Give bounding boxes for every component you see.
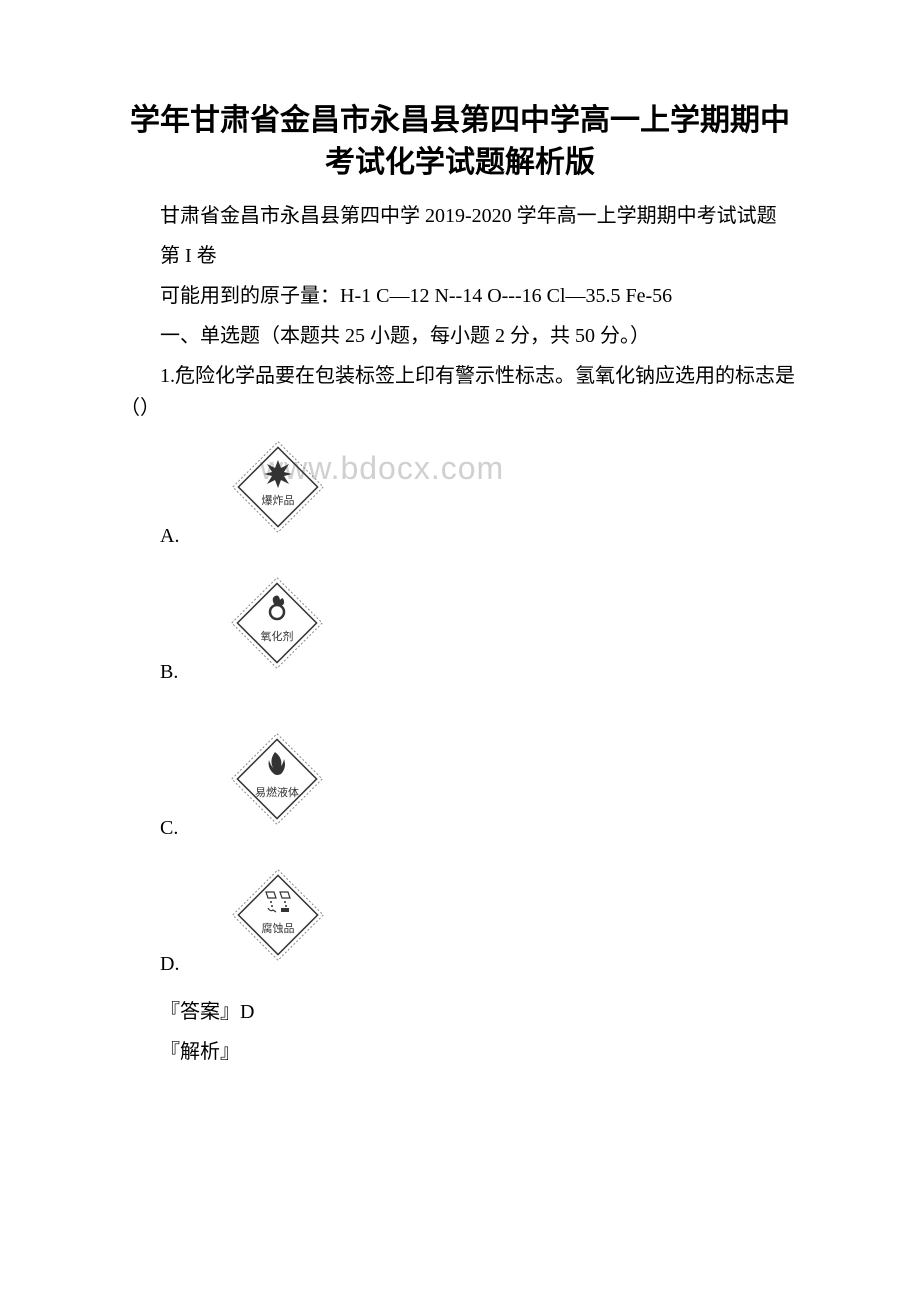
corrosive-sign-icon: 腐蚀品	[183, 860, 333, 976]
svg-text:腐蚀品: 腐蚀品	[262, 921, 295, 935]
document-title: 学年甘肃省金昌市永昌县第四中学高一上学期期中考试化学试题解析版	[120, 100, 800, 184]
svg-text:易燃液体: 易燃液体	[255, 785, 299, 799]
flammable-liquid-sign-icon: 易燃液体	[182, 724, 332, 840]
explosive-sign-icon: 爆炸品	[183, 432, 333, 548]
option-a-letter: A.	[120, 525, 179, 548]
option-c-row: C. 易燃液体	[120, 724, 800, 840]
option-a-row: www.bdocx.com A. 爆炸品	[120, 432, 800, 548]
question-1: 1.危险化学品要在包装标签上印有警示性标志。氢氧化钠应选用的标志是（）	[120, 360, 800, 424]
oxidizer-sign-icon: 氧化剂	[182, 568, 332, 684]
option-b-letter: B.	[120, 661, 178, 684]
option-b-row: B. 氧化剂	[120, 568, 800, 684]
instructions: 一、单选题（本题共 25 小题，每小题 2 分，共 50 分。）	[120, 320, 800, 352]
answer-label: 『答案』D	[120, 996, 800, 1028]
svg-text:爆炸品: 爆炸品	[262, 493, 295, 507]
option-d-row: D. 腐蚀品	[120, 860, 800, 976]
analysis-label: 『解析』	[120, 1036, 800, 1068]
svg-text:氧化剂: 氧化剂	[261, 629, 294, 643]
section-label: 第 I 卷	[120, 240, 800, 272]
intro-text: 甘肃省金昌市永昌县第四中学 2019-2020 学年高一上学期期中考试试题	[120, 200, 800, 232]
option-c-letter: C.	[120, 817, 178, 840]
option-d-letter: D.	[120, 953, 179, 976]
atomic-weights: 可能用到的原子量：H-1 C—12 N--14 O---16 Cl—35.5 F…	[120, 280, 800, 312]
